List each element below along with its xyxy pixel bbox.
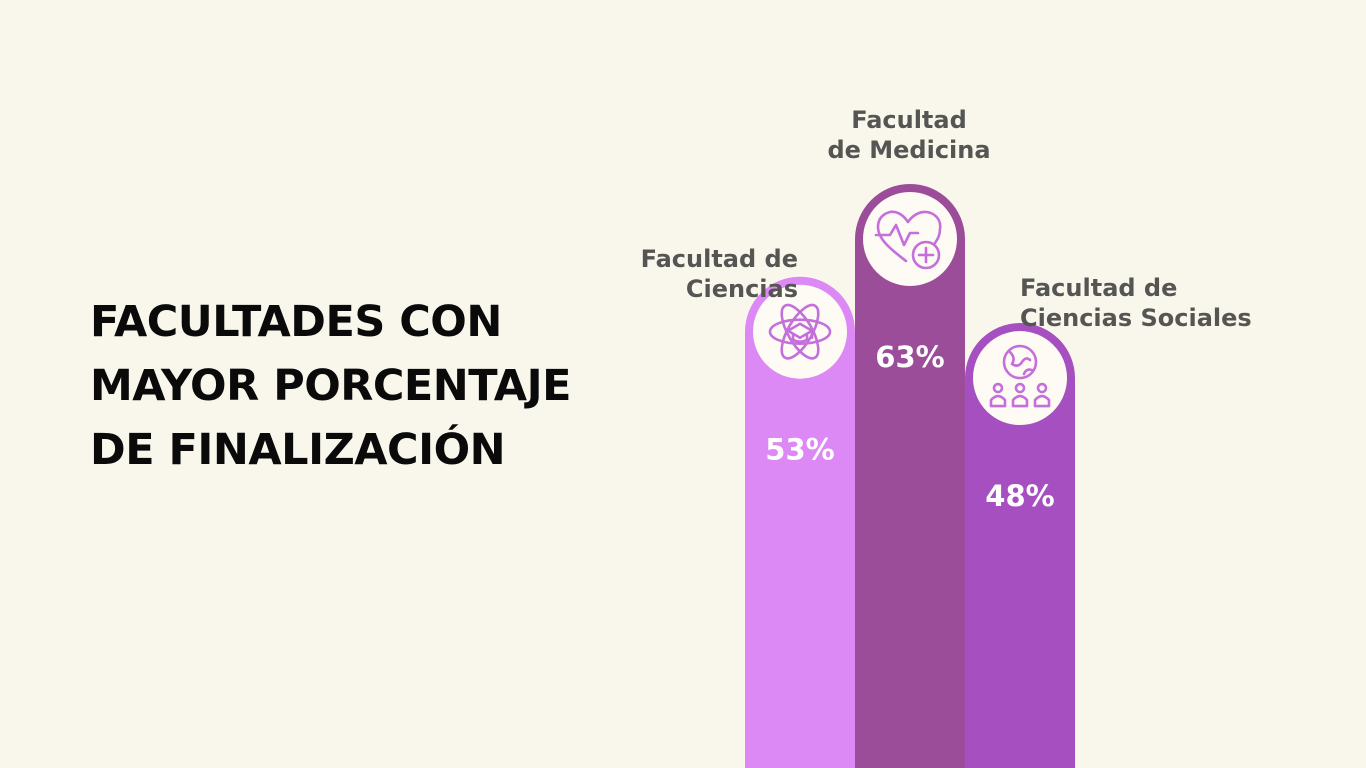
value-label-3: 48% [985, 479, 1054, 513]
icon-badge-3 [973, 331, 1067, 426]
icon-badge-1 [753, 284, 847, 379]
value-labels-layer: 53% 63% 48% [765, 340, 1054, 513]
bars-layer [745, 184, 1075, 768]
category-labels-layer: Facultad de Ciencias Facultad de Medicina Fa… [641, 106, 1252, 332]
bar-1 [745, 276, 855, 768]
category-label-1: Facultad de Ciencias [641, 245, 798, 303]
value-label-2: 63% [875, 340, 944, 374]
icon-badge-2 [863, 192, 957, 286]
atom-graduation-cap-icon [768, 303, 832, 360]
value-label-1: 53% [765, 433, 834, 467]
globe-people-icon [989, 344, 1051, 408]
heart-medical-cross-icon [874, 210, 942, 270]
title-line-2: MAYOR PORCENTAJE [90, 361, 571, 411]
title-line-1: FACULTADES CON [90, 297, 502, 347]
title-line-3: DE FINALIZACIÓN [90, 425, 506, 475]
icons-layer [753, 192, 1067, 426]
category-label-2: Facultad de Medicina [827, 106, 990, 164]
page-title: FACULTADES CON MAYOR PORCENTAJE DE FINAL… [90, 290, 650, 482]
bar-3 [965, 323, 1075, 768]
category-label-3: Facultad de Ciencias Sociales [1020, 274, 1252, 332]
bar-2 [855, 184, 965, 768]
